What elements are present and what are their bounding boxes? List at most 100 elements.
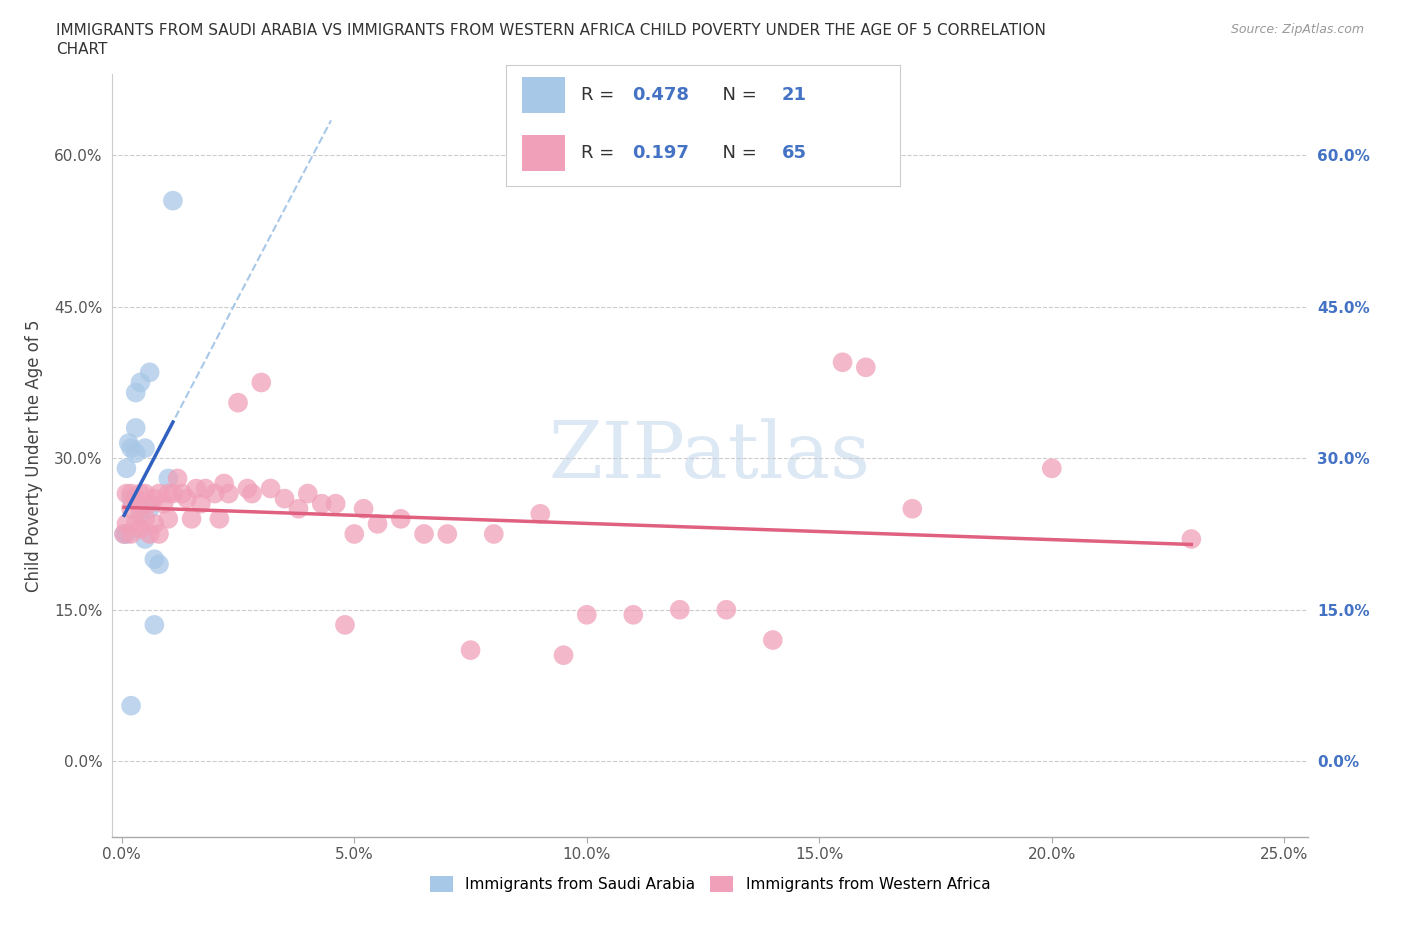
Point — [208, 512, 231, 526]
Point — [120, 491, 142, 506]
Point — [120, 526, 142, 541]
Point — [125, 445, 148, 460]
Point — [250, 375, 273, 390]
Point — [118, 435, 141, 450]
Point — [157, 471, 180, 485]
Point — [716, 603, 738, 618]
Point — [186, 481, 208, 496]
Point — [190, 497, 212, 512]
Point — [273, 491, 295, 506]
Point — [129, 486, 152, 501]
Point — [138, 365, 160, 379]
Point — [129, 506, 152, 521]
Text: 65: 65 — [782, 144, 807, 163]
Point — [148, 557, 170, 572]
Point — [138, 526, 160, 541]
Point — [212, 476, 235, 491]
Point — [176, 491, 198, 506]
Point — [218, 486, 240, 501]
Text: 0.197: 0.197 — [633, 144, 689, 163]
Point — [389, 512, 412, 526]
Point — [125, 420, 148, 435]
Point — [226, 395, 249, 410]
Point — [901, 501, 924, 516]
Text: R =: R = — [581, 86, 620, 104]
Text: R =: R = — [581, 144, 620, 163]
Point — [311, 497, 333, 512]
Point — [125, 491, 148, 506]
Point — [157, 486, 180, 501]
Point — [152, 497, 174, 512]
Point — [460, 643, 482, 658]
Point — [134, 512, 156, 526]
Point — [575, 607, 598, 622]
Text: IMMIGRANTS FROM SAUDI ARABIA VS IMMIGRANTS FROM WESTERN AFRICA CHILD POVERTY UND: IMMIGRANTS FROM SAUDI ARABIA VS IMMIGRAN… — [56, 23, 1046, 38]
Point — [553, 648, 575, 663]
Text: CHART: CHART — [56, 42, 108, 57]
Point — [138, 501, 160, 516]
Point — [172, 486, 194, 501]
Point — [831, 355, 853, 370]
Point — [148, 526, 170, 541]
Point — [436, 526, 458, 541]
Point — [138, 497, 160, 512]
Point — [120, 441, 142, 456]
Text: N =: N = — [711, 144, 762, 163]
Point — [129, 375, 152, 390]
Point — [115, 526, 138, 541]
Point — [287, 501, 309, 516]
FancyBboxPatch shape — [522, 135, 565, 171]
Text: N =: N = — [711, 86, 762, 104]
Point — [143, 491, 166, 506]
Point — [134, 486, 156, 501]
Point — [134, 441, 156, 456]
Point — [482, 526, 505, 541]
Point — [855, 360, 877, 375]
Point — [112, 526, 135, 541]
Point — [143, 516, 166, 531]
Point — [297, 486, 319, 501]
Point — [236, 481, 259, 496]
Text: Source: ZipAtlas.com: Source: ZipAtlas.com — [1230, 23, 1364, 36]
Point — [529, 506, 551, 521]
Point — [1180, 532, 1202, 547]
Point — [115, 516, 138, 531]
Text: ZIPatlas: ZIPatlas — [548, 418, 872, 494]
Text: 21: 21 — [782, 86, 807, 104]
Point — [129, 522, 152, 537]
Point — [1040, 461, 1063, 476]
Point — [162, 486, 184, 501]
Point — [162, 193, 184, 208]
Point — [180, 512, 202, 526]
Point — [143, 551, 166, 566]
Point — [120, 501, 142, 516]
Text: 0.478: 0.478 — [633, 86, 689, 104]
Point — [125, 385, 148, 400]
Point — [669, 603, 692, 618]
Point — [621, 607, 644, 622]
Point — [125, 516, 148, 531]
Point — [353, 501, 375, 516]
FancyBboxPatch shape — [522, 77, 565, 113]
Point — [166, 471, 188, 485]
Y-axis label: Child Poverty Under the Age of 5: Child Poverty Under the Age of 5 — [25, 319, 44, 592]
Legend: Immigrants from Saudi Arabia, Immigrants from Western Africa: Immigrants from Saudi Arabia, Immigrants… — [423, 870, 997, 898]
Point — [115, 486, 138, 501]
Point — [762, 632, 785, 647]
Point — [194, 481, 217, 496]
Point — [112, 526, 135, 541]
Point — [413, 526, 436, 541]
Point — [134, 532, 156, 547]
Point — [143, 618, 166, 632]
Point — [204, 486, 226, 501]
Point — [120, 486, 142, 501]
Point — [367, 516, 389, 531]
Point — [343, 526, 366, 541]
Point — [157, 512, 180, 526]
Point — [115, 461, 138, 476]
Point — [240, 486, 263, 501]
Point — [129, 501, 152, 516]
Point — [259, 481, 281, 496]
Point — [120, 698, 142, 713]
Point — [333, 618, 356, 632]
